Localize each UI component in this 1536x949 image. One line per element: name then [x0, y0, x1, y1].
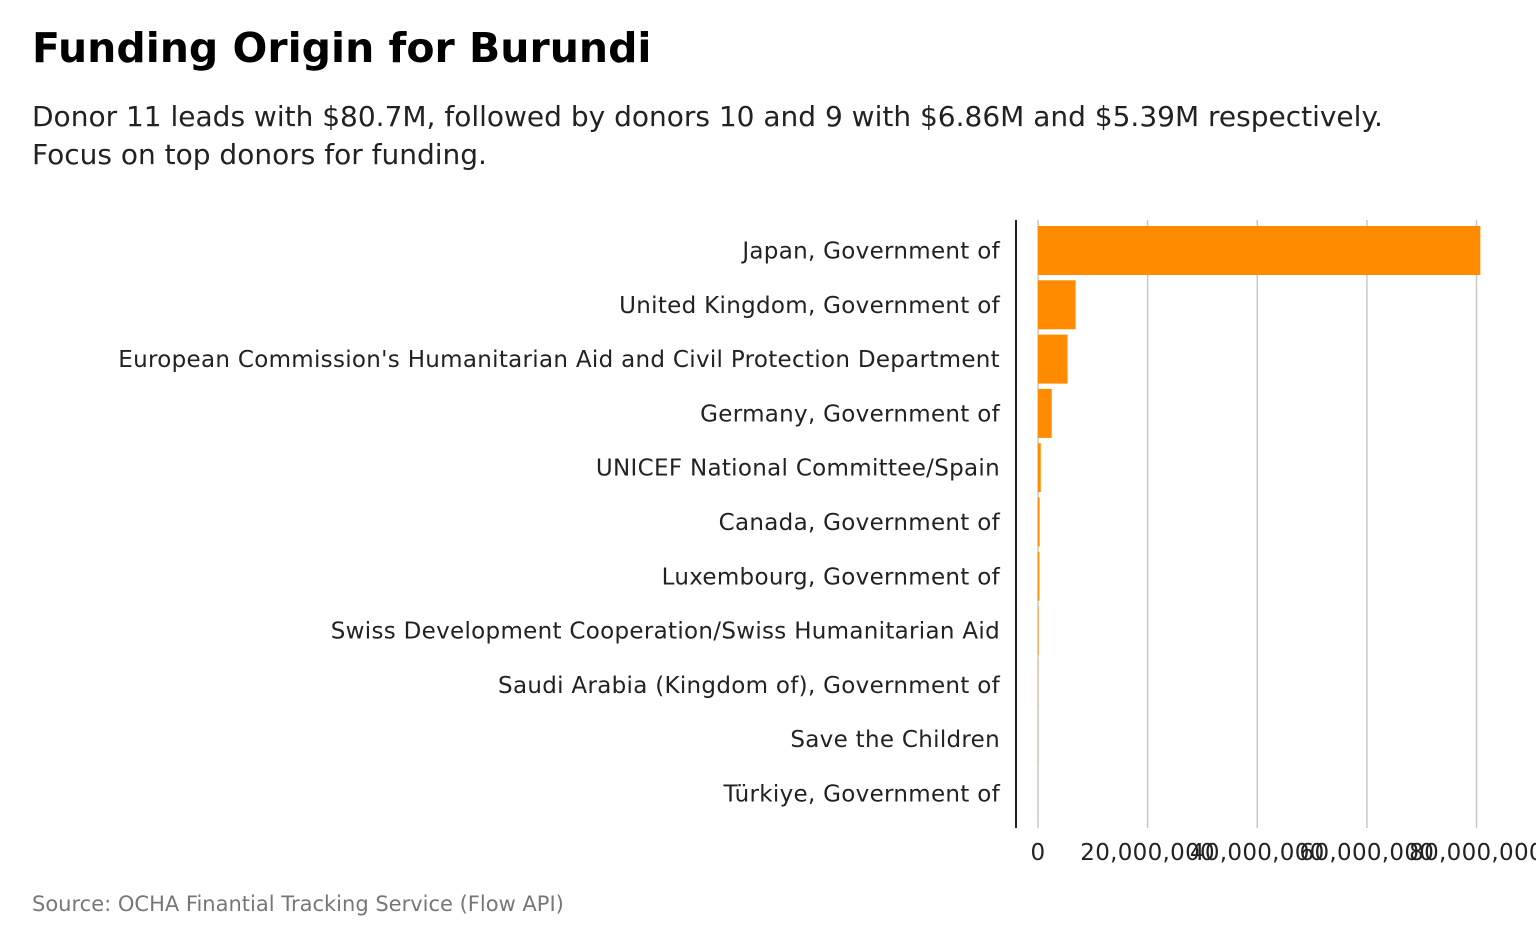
bars [1038, 226, 1481, 818]
x-tick-label: 20,000,000 [1080, 840, 1215, 866]
chart-title: Funding Origin for Burundi [32, 24, 652, 72]
chart-subtitle: Donor 11 leads with $80.7M, followed by … [32, 100, 1383, 171]
category-label: United Kingdom, Government of [619, 293, 1000, 319]
category-label: Swiss Development Cooperation/Swiss Huma… [331, 619, 1000, 645]
bar [1038, 280, 1076, 330]
bar [1038, 606, 1039, 656]
category-label: Japan, Government of [740, 239, 1000, 265]
bar [1038, 443, 1041, 493]
x-tick-label: 40,000,000 [1190, 840, 1325, 866]
bar [1038, 497, 1040, 547]
category-label: Luxembourg, Government of [662, 564, 1001, 590]
gridlines [1037, 220, 1478, 828]
category-label: Germany, Government of [700, 401, 1000, 427]
bar [1038, 388, 1052, 438]
bar [1038, 226, 1481, 275]
x-tick-label: 80,000,000 [1409, 840, 1536, 866]
x-tick-label: 0 [1031, 840, 1046, 866]
x-tick-label: 60,000,000 [1300, 840, 1435, 866]
category-label: Saudi Arabia (Kingdom of), Government of [498, 673, 1001, 699]
bar [1038, 551, 1040, 601]
category-labels: Japan, Government of United Kingdom, Gove… [118, 239, 1000, 808]
category-label: Canada, Government of [719, 510, 1001, 536]
category-label: Save the Children [790, 727, 1000, 753]
category-label: Türkiye, Government of [722, 782, 1000, 808]
category-label: European Commission's Humanitarian Aid a… [118, 347, 1000, 373]
x-tick-labels: 0 20,000,00040,000,00060,000,00080,000,00… [1031, 840, 1536, 866]
category-label: UNICEF National Committee/Spain [596, 456, 1000, 482]
bar [1038, 334, 1068, 384]
source-note: Source: OCHA Finantial Tracking Service … [32, 892, 564, 916]
